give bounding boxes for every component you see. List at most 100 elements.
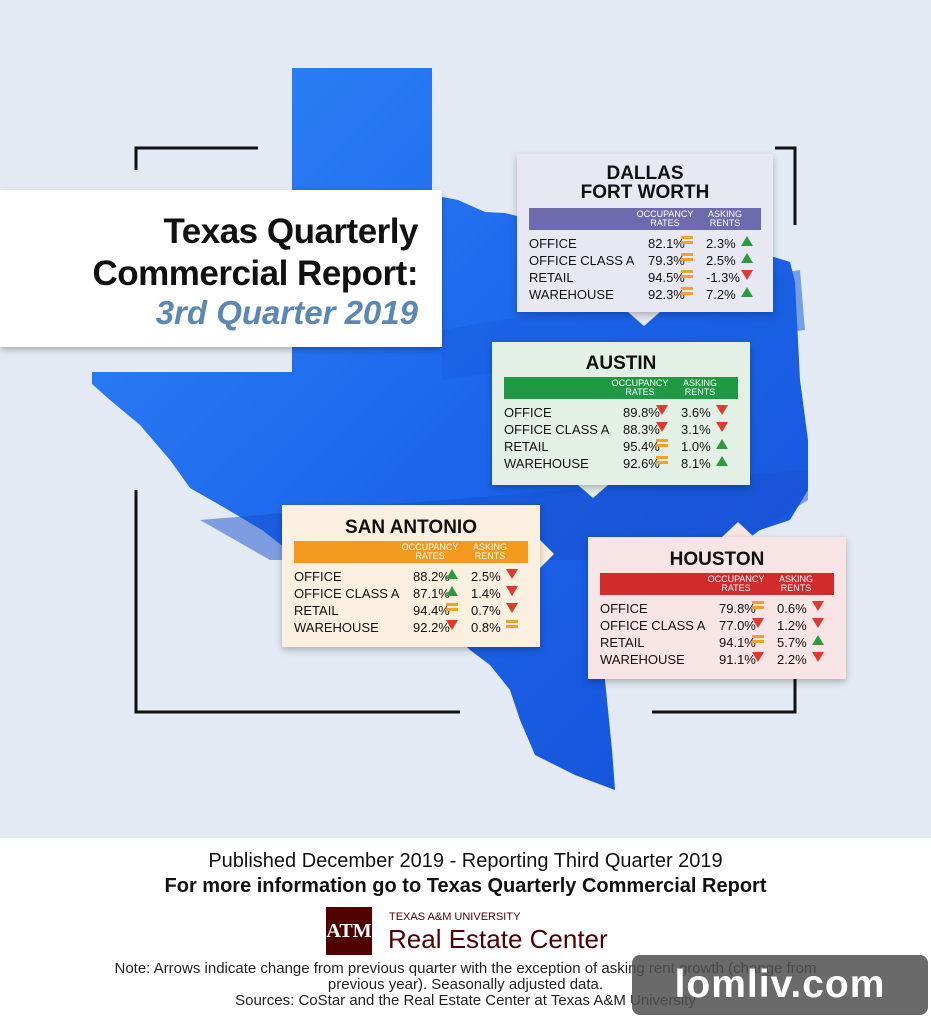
dallas-column-header: OCCUPANCY RATES ASKING RENTS [529, 208, 761, 230]
houston-name: HOUSTON [669, 549, 765, 570]
rent-value: 1.0% [681, 439, 711, 454]
row-label: WAREHOUSE [600, 652, 685, 667]
equal-icon [752, 635, 764, 643]
row-label: OFFICE CLASS A [504, 422, 610, 437]
equal-icon [681, 270, 693, 278]
arrow-up-icon [741, 236, 753, 246]
dallas-rows: OFFICE 82.1% 2.3% OFFICE CLASS A 79.3% 2.5% RE… [517, 236, 773, 304]
occupancy-value: 92.2% [413, 620, 450, 635]
occupancy-value: 79.8% [719, 601, 756, 616]
row-label: RETAIL [600, 635, 645, 650]
logo-university-name: TEXAS A&M UNIVERSITY [389, 911, 521, 923]
arrow-up-icon [446, 569, 458, 579]
frame-bracket-bottom-left [134, 490, 460, 714]
logo-center-name: Real Estate Center [388, 924, 608, 954]
rent-value: 0.8% [471, 620, 501, 635]
asking-rents-header: ASKING RENTS [470, 543, 510, 561]
rent-value: 2.3% [706, 236, 736, 251]
table-row: OFFICE 89.8% 3.6% [492, 405, 750, 422]
table-row: OFFICE CLASS A 88.3% 3.1% [492, 422, 750, 439]
arrow-down-icon [446, 620, 458, 630]
san-antonio-pointer [540, 540, 554, 568]
arrow-up-icon [812, 635, 824, 645]
equal-icon [681, 236, 693, 244]
occupancy-rates-header: OCCUPANCY RATES [608, 379, 672, 397]
row-label: WAREHOUSE [529, 287, 614, 302]
arrow-down-icon [812, 652, 824, 662]
row-label: RETAIL [504, 439, 549, 454]
san-antonio-card: SAN ANTONIO OCCUPANCY RATES ASKING RENTS OF… [282, 505, 540, 647]
row-label: RETAIL [294, 603, 339, 618]
rents-header-line1: ASKING [682, 378, 717, 388]
occupancy-value: 94.1% [719, 635, 756, 650]
rent-value: 0.6% [777, 601, 807, 616]
asking-rents-header: ASKING RENTS [776, 575, 816, 593]
occupancy-header-line2: RATES [415, 551, 445, 561]
row-label: OFFICE CLASS A [529, 253, 635, 268]
report-title-line1: Texas Quarterly [163, 212, 419, 251]
table-row: RETAIL 94.1% 5.7% [588, 635, 846, 652]
watermark-text: lomliv.com [674, 963, 886, 1006]
note-line2: previous year). Seasonally adjusted data… [327, 976, 604, 993]
rent-value: 2.5% [471, 569, 501, 584]
occupancy-rates-header: OCCUPANCY RATES [398, 543, 462, 561]
row-label: OFFICE [529, 236, 577, 251]
houston-pointer [722, 522, 754, 537]
arrow-up-icon [741, 287, 753, 297]
houston-card: HOUSTON OCCUPANCY RATES ASKING RENTS OFFICE… [588, 537, 846, 679]
rent-value: 2.5% [706, 253, 736, 268]
arrow-down-icon [752, 652, 764, 662]
table-row: OFFICE CLASS A 79.3% 2.5% [517, 253, 773, 270]
arrow-down-icon [752, 618, 764, 628]
equal-icon [681, 287, 693, 295]
row-label: RETAIL [529, 270, 574, 285]
asking-rents-header: ASKING RENTS [680, 379, 720, 397]
houston-column-header: OCCUPANCY RATES ASKING RENTS [600, 573, 834, 595]
occupancy-header-line1: OCCUPANCY [611, 378, 669, 388]
occupancy-value: 82.1% [648, 236, 685, 251]
occupancy-header-line1: OCCUPANCY [401, 542, 459, 552]
rent-value: 8.1% [681, 456, 711, 471]
note-line3: Sources: CoStar and the Real Estate Cent… [235, 992, 696, 1009]
arrow-down-icon [716, 422, 728, 432]
arrow-down-icon [506, 586, 518, 596]
austin-card: AUSTIN OCCUPANCY RATES ASKING RENTS OFFICE 8… [492, 342, 750, 485]
frame-bracket-top-left [134, 146, 258, 170]
table-row: OFFICE 79.8% 0.6% [588, 601, 846, 618]
more-info-line[interactable]: For more information go to Texas Quarter… [164, 875, 767, 897]
occupancy-value: 88.3% [623, 422, 660, 437]
occupancy-value: 91.1% [719, 652, 756, 667]
table-row: RETAIL 95.4% 1.0% [492, 439, 750, 456]
arrow-down-icon [812, 618, 824, 628]
table-row: OFFICE CLASS A 77.0% 1.2% [588, 618, 846, 635]
occupancy-header-line2: RATES [721, 583, 751, 593]
table-row: RETAIL 94.4% 0.7% [282, 603, 540, 620]
occupancy-value: 79.3% [648, 253, 685, 268]
arrow-down-icon [741, 270, 753, 280]
occupancy-value: 94.5% [648, 270, 685, 285]
occupancy-header-line2: RATES [650, 218, 680, 228]
arrow-down-icon [656, 405, 668, 415]
rent-value: 3.1% [681, 422, 711, 437]
equal-icon [656, 456, 668, 464]
published-line: Published December 2019 - Reporting Thir… [208, 850, 723, 872]
rent-value: 2.2% [777, 652, 807, 667]
occupancy-header-line2: RATES [625, 387, 655, 397]
equal-icon [506, 620, 518, 628]
arrow-up-icon [446, 586, 458, 596]
rents-header-line1: ASKING [778, 574, 813, 584]
arrow-down-icon [656, 422, 668, 432]
san-antonio-column-header: OCCUPANCY RATES ASKING RENTS [294, 541, 528, 563]
row-label: WAREHOUSE [294, 620, 379, 635]
dallas-pointer [628, 312, 660, 326]
report-subtitle: 3rd Quarter 2019 [155, 294, 418, 331]
equal-icon [752, 601, 764, 609]
arrow-up-icon [716, 439, 728, 449]
row-label: OFFICE CLASS A [600, 618, 706, 633]
table-row: WAREHOUSE 92.3% 7.2% [517, 287, 773, 304]
rents-header-line2: RENTS [709, 218, 741, 228]
arrow-down-icon [506, 603, 518, 613]
texas-map [92, 68, 808, 790]
rent-value: 1.4% [471, 586, 501, 601]
equal-icon [656, 439, 668, 447]
